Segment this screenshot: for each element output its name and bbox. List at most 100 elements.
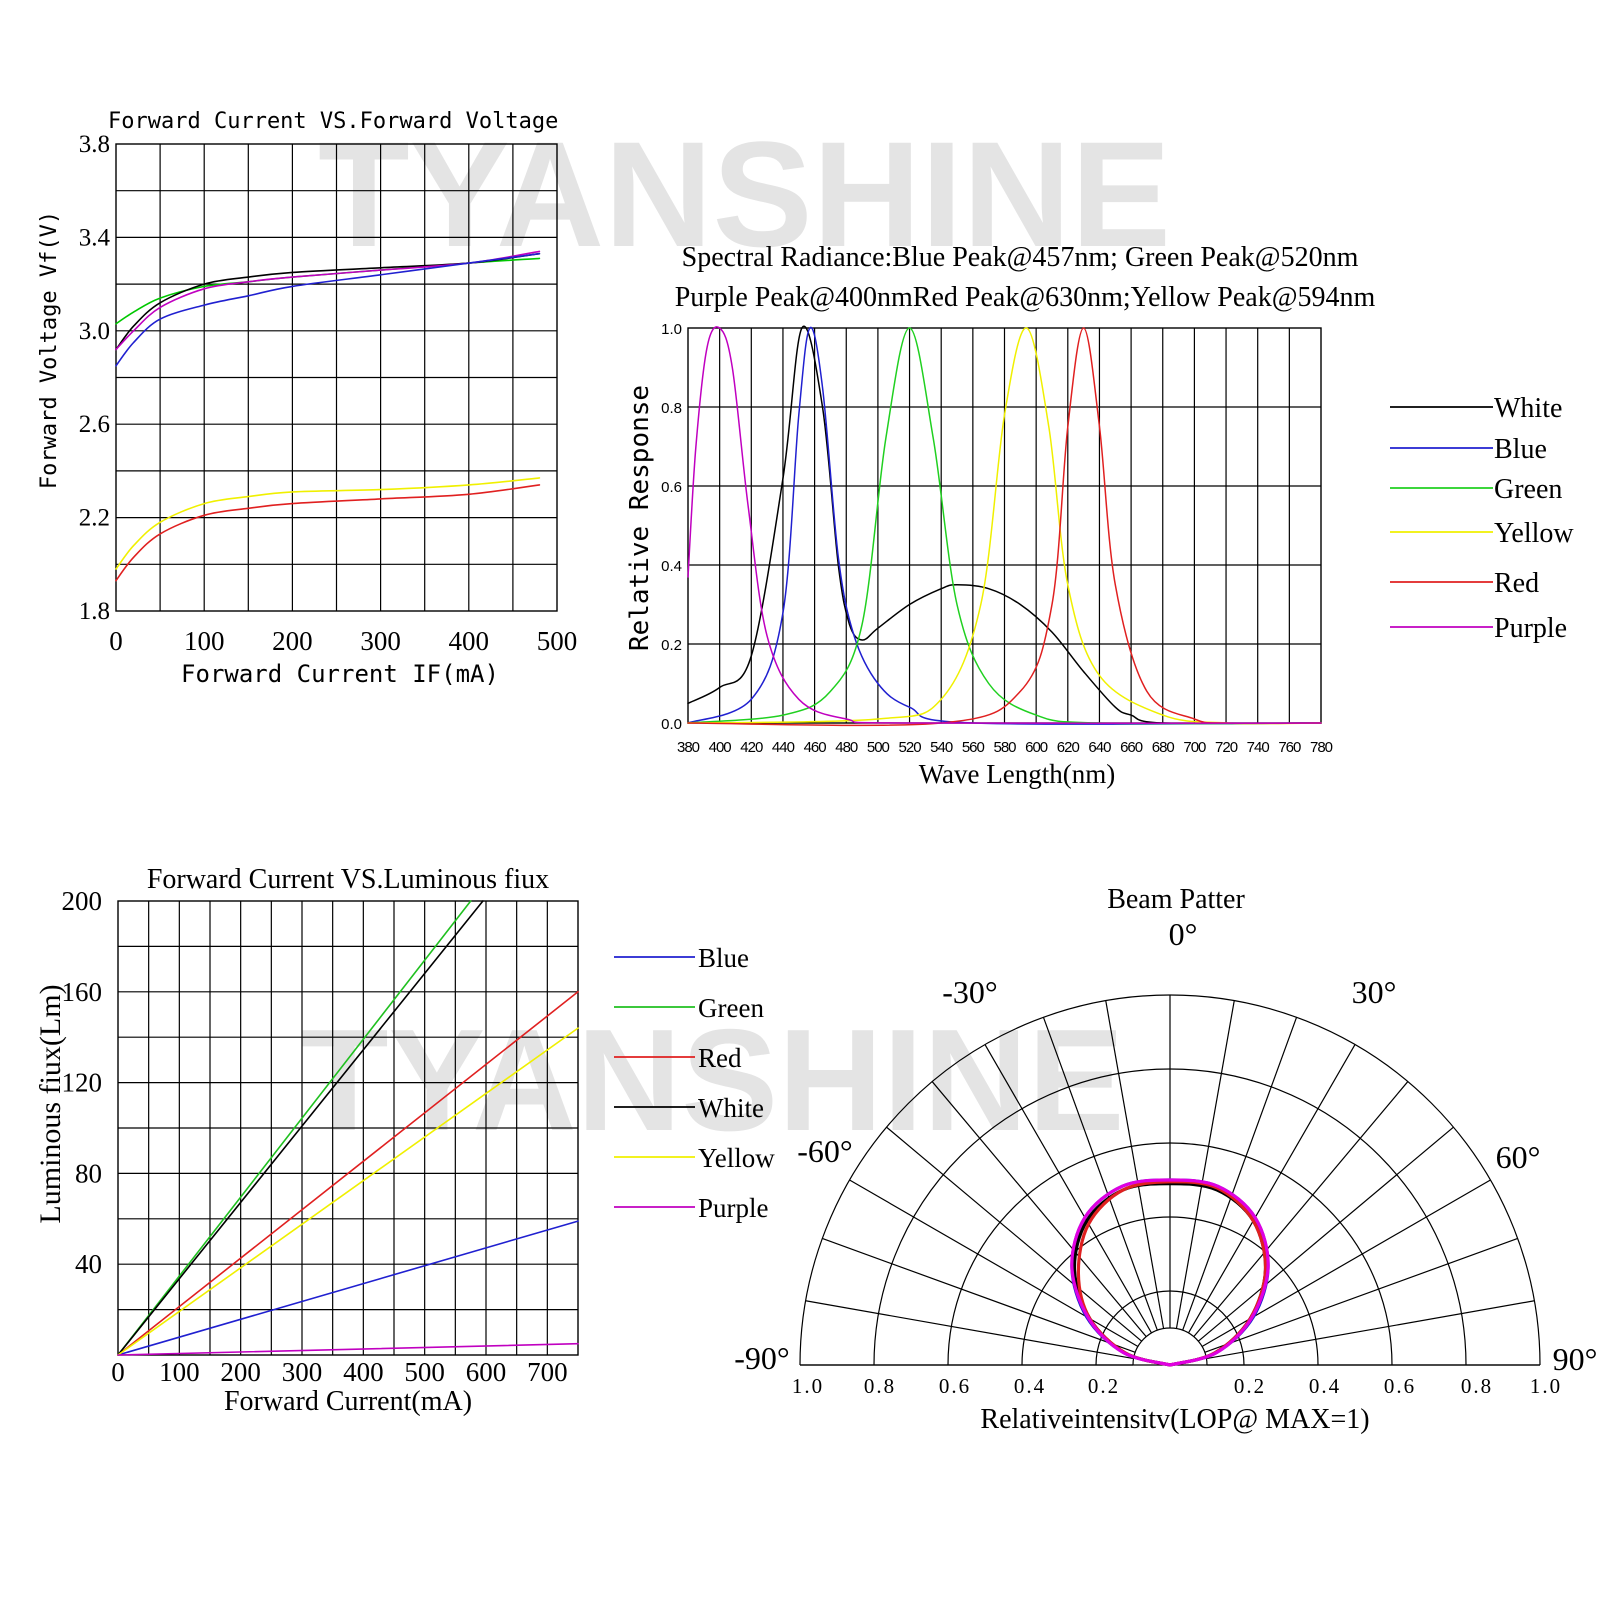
chart4-series-line xyxy=(1070,1178,1270,1367)
chart2-legend-label: Green xyxy=(1494,474,1562,505)
chart3-x-tick-label: 400 xyxy=(343,1357,384,1387)
chart2-x-tick-label: 680 xyxy=(1152,739,1175,756)
chart4-spoke xyxy=(1105,1000,1165,1329)
chart1-y-tick-label: 2.6 xyxy=(79,411,110,438)
chart4-angle-label: 30° xyxy=(1352,974,1397,1010)
chart1-xlabel: Forward Current IF(mA) xyxy=(181,660,499,688)
chart4-spoke xyxy=(1042,1017,1158,1331)
chart2-title: Spectral Radiance:Blue Peak@457nm; Green… xyxy=(682,242,1359,273)
chart2-x-tick-label: 700 xyxy=(1183,739,1206,756)
chart1-y-tick-label: 1.8 xyxy=(79,598,110,625)
chart4-radial-tick-label: 0.8 xyxy=(864,1374,896,1398)
chart3-ylabel: Luminous fiux(Lm) xyxy=(34,984,67,1223)
chart3-legend-label: Purple xyxy=(698,1193,769,1223)
chart2-y-tick-label: 0.4 xyxy=(661,558,682,575)
chart2-y-tick-label: 0.0 xyxy=(661,716,682,733)
chart2-legend-label: White xyxy=(1494,393,1562,424)
chart3-y-tick-label: 160 xyxy=(62,977,103,1007)
chart2-series-yellow xyxy=(687,327,1322,725)
chart3-legend-label: Red xyxy=(698,1043,742,1073)
chart4-radial-tick-label: 0.4 xyxy=(1309,1374,1341,1398)
chart4-radial-ticks: 1.0 0.8 0.6 0.4 0.2 0.2 0.4 0.6 0.8 1.0 xyxy=(792,1374,1560,1398)
chart4-spoke xyxy=(1175,1000,1235,1329)
chart4-xlabel: Relativeintensitv(LOP@ MAX=1) xyxy=(980,1404,1369,1435)
chart3-y-tick-label: 80 xyxy=(75,1158,102,1188)
chart3-x-tick-label: 600 xyxy=(466,1357,507,1387)
chart3-y-tick-label: 40 xyxy=(75,1249,102,1279)
chart4-radial-tick-label: 0.2 xyxy=(1088,1374,1120,1398)
chart1-x-tick-label: 500 xyxy=(537,626,578,656)
watermark-bottom: TYANSHINE xyxy=(300,999,1125,1161)
chart1-title: Forward Current VS.Forward Voltage xyxy=(108,109,558,134)
chart2-x-tick-label: 600 xyxy=(1025,739,1048,756)
chart2-x-tick-label: 780 xyxy=(1310,739,1333,756)
chart2-legend-label: Red xyxy=(1494,568,1539,599)
chart1-series-line xyxy=(115,477,541,570)
chart4-spoke xyxy=(822,1237,1136,1353)
chart1-x-tick-label: 0 xyxy=(109,626,123,656)
chart4-angle-label: 60° xyxy=(1496,1139,1541,1175)
chart2-x-tick-label: 460 xyxy=(804,739,827,756)
chart3-series-red xyxy=(117,991,579,1356)
chart4-radial-tick-label: 0.2 xyxy=(1234,1374,1266,1398)
chart3-legend-label: Blue xyxy=(698,943,749,973)
chart3-legend-label: Green xyxy=(698,993,764,1023)
chart3-y-tick-label: 120 xyxy=(62,1068,103,1098)
chart4-radial-tick-label: 0.6 xyxy=(1384,1374,1416,1398)
chart2-legend-label: Yellow xyxy=(1494,518,1574,549)
chart4-curves xyxy=(1070,1178,1270,1367)
chart2-y-tick-label: 0.8 xyxy=(661,400,682,417)
chart3-series-white xyxy=(117,900,484,1356)
chart3-series-yellow xyxy=(117,1027,579,1356)
chart3-legend-label: White xyxy=(698,1093,764,1123)
chart2-x-tick-label: 480 xyxy=(835,739,858,756)
chart3-grid xyxy=(117,900,579,1356)
chart4-ring xyxy=(1132,1327,1208,1366)
chart4-radial-tick-label: 0.6 xyxy=(939,1374,971,1398)
chart1-x-tick-label: 400 xyxy=(449,626,490,656)
chart1-y-tick-label: 2.2 xyxy=(79,505,110,532)
chart3-x-ticks: 0 100 200 300 400 500 600 700 xyxy=(111,1357,567,1387)
chart3-legend-label: Yellow xyxy=(698,1143,775,1173)
chart2-legend-label: Blue xyxy=(1494,434,1547,465)
chart1-x-tick-label: 100 xyxy=(184,626,225,656)
chart2-ylabel: Relative Response xyxy=(625,385,655,651)
watermark-top: TYANSHINE xyxy=(318,110,1171,278)
chart4-angle-label: -60° xyxy=(797,1133,852,1169)
chart2-series-red xyxy=(687,327,1322,727)
chart4-angle-label: 0° xyxy=(1169,916,1198,952)
chart2-x-tick-label: 640 xyxy=(1088,739,1111,756)
chart4-angle-label: -90° xyxy=(734,1340,789,1376)
chart3-x-tick-label: 100 xyxy=(159,1357,200,1387)
chart3-x-tick-label: 300 xyxy=(282,1357,323,1387)
chart2-grid xyxy=(687,327,1322,724)
chart2-x-tick-label: 720 xyxy=(1215,739,1238,756)
chart2-x-tick-label: 620 xyxy=(1057,739,1080,756)
chart1-y-tick-label: 3.4 xyxy=(79,224,111,251)
chart4-spoke xyxy=(886,1126,1143,1342)
chart2-y-ticks: 1.0 0.8 0.6 0.4 0.2 0.0 xyxy=(661,321,682,733)
chart3-x-tick-label: 500 xyxy=(404,1357,445,1387)
chart4-radial-tick-label: 0.8 xyxy=(1461,1374,1493,1398)
chart3-y-ticks: 200 160 120 80 40 xyxy=(62,886,103,1279)
chart2-x-tick-label: 440 xyxy=(772,739,795,756)
chart3-x-tick-label: 700 xyxy=(527,1357,568,1387)
chart4-spoke xyxy=(1193,1081,1409,1338)
chart4-spoke xyxy=(1182,1017,1298,1331)
chart2-series-blue xyxy=(687,326,1322,725)
chart1-y-ticks: 3.8 3.4 3.0 2.6 2.2 1.8 xyxy=(79,131,111,625)
chart2-x-tick-label: 400 xyxy=(709,739,732,756)
chart4-spoke xyxy=(931,1081,1147,1338)
chart3-series-purple xyxy=(117,1342,579,1356)
chart4-polar-grid xyxy=(799,994,1541,1366)
chart2-x-tick-label: 540 xyxy=(930,739,953,756)
chart1-plot-frame xyxy=(115,143,558,612)
chart2-series-green xyxy=(687,327,1322,725)
chart1-y-tick-label: 3.0 xyxy=(79,318,110,345)
chart3-series-blue xyxy=(117,1220,579,1356)
chart2-y-tick-label: 0.6 xyxy=(661,479,682,496)
chart4-spoke xyxy=(1206,1300,1535,1360)
chart4-angle-labels: 0° 30° -30° 60° -60° 90° -90° xyxy=(734,916,1597,1377)
chart2-x-tick-label: 520 xyxy=(899,739,922,756)
chart2-series-purple xyxy=(687,326,1322,725)
